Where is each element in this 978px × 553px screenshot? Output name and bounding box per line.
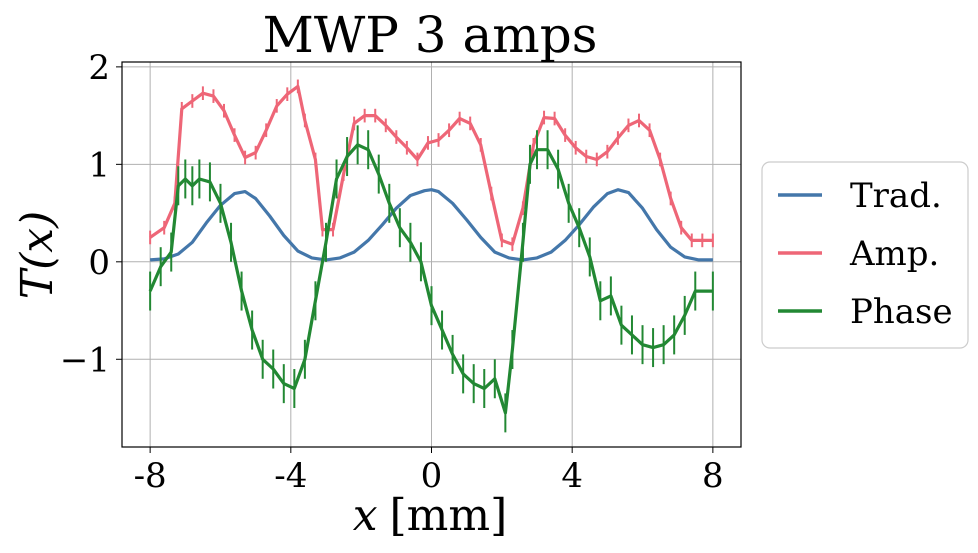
y-tick-label: 0 — [88, 243, 110, 283]
series-line — [149, 84, 713, 246]
y-axis-label: T(x) — [12, 211, 63, 300]
x-tick-label: 8 — [702, 456, 724, 496]
y-tick-label: 2 — [88, 48, 110, 88]
legend-label: Phase — [850, 292, 953, 332]
series-line — [149, 188, 713, 262]
legend-frame — [761, 161, 969, 349]
x-tick-label: -4 — [274, 456, 307, 496]
x-axis-variable: x — [353, 490, 378, 541]
legend-label: Amp. — [849, 234, 939, 274]
y-tick-label: 1 — [88, 145, 110, 185]
legend: Trad. Amp. Phase — [761, 161, 969, 349]
grid — [122, 62, 741, 447]
series-amp — [149, 79, 714, 252]
y-tick-label: −1 — [60, 340, 110, 380]
x-ticks: -8 -4 0 4 8 — [134, 447, 724, 496]
x-axis-unit: [mm] — [390, 490, 508, 541]
y-ticks: −1 0 1 2 — [60, 48, 122, 380]
x-tick-label: 4 — [561, 456, 583, 496]
series-line — [148, 143, 713, 415]
x-axis-label: x [mm] — [353, 490, 508, 541]
series-trad — [149, 188, 713, 262]
legend-label: Trad. — [850, 176, 942, 216]
x-tick-label: 0 — [421, 456, 443, 496]
chart-title: MWP 3 amps — [263, 6, 598, 64]
series-layer — [148, 79, 714, 433]
series-phase — [148, 125, 714, 433]
x-tick-label: -8 — [134, 456, 167, 496]
